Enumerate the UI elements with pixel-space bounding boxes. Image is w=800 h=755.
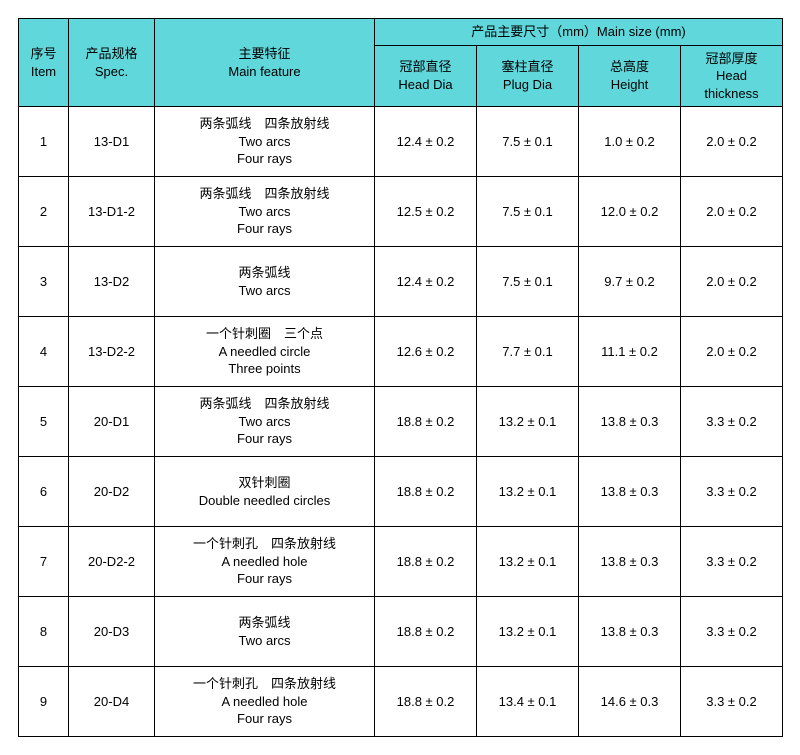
table-row: 820-D3两条弧线 Two arcs18.8 ± 0.213.2 ± 0.11…: [19, 597, 783, 667]
cell-item: 8: [19, 597, 69, 667]
cell-height: 13.8 ± 0.3: [579, 527, 681, 597]
cell-plug-dia: 7.5 ± 0.1: [477, 177, 579, 247]
header-plug-dia: 塞柱直径 Plug Dia: [477, 45, 579, 107]
cell-head-dia: 12.5 ± 0.2: [375, 177, 477, 247]
header-item: 序号 Item: [19, 19, 69, 107]
cell-item: 1: [19, 107, 69, 177]
cell-spec: 20-D3: [69, 597, 155, 667]
cell-height: 13.8 ± 0.3: [579, 597, 681, 667]
cell-height: 9.7 ± 0.2: [579, 247, 681, 317]
cell-feature: 两条弧线 四条放射线 Two arcs Four rays: [155, 107, 375, 177]
cell-plug-dia: 13.2 ± 0.1: [477, 597, 579, 667]
cell-plug-dia: 7.7 ± 0.1: [477, 317, 579, 387]
spec-table: 序号 Item 产品规格 Spec. 主要特征 Main feature 产品主…: [18, 18, 783, 737]
cell-thickness: 2.0 ± 0.2: [681, 247, 783, 317]
cell-spec: 20-D1: [69, 387, 155, 457]
cell-item: 5: [19, 387, 69, 457]
table-row: 620-D2双针刺圈 Double needled circles18.8 ± …: [19, 457, 783, 527]
cell-height: 11.1 ± 0.2: [579, 317, 681, 387]
cell-item: 4: [19, 317, 69, 387]
table-row: 213-D1-2两条弧线 四条放射线 Two arcs Four rays12.…: [19, 177, 783, 247]
table-row: 413-D2-2一个针刺圈 三个点 A needled circle Three…: [19, 317, 783, 387]
cell-spec: 20-D2-2: [69, 527, 155, 597]
cell-thickness: 3.3 ± 0.2: [681, 387, 783, 457]
cell-spec: 13-D2: [69, 247, 155, 317]
cell-height: 13.8 ± 0.3: [579, 387, 681, 457]
cell-thickness: 3.3 ± 0.2: [681, 457, 783, 527]
cell-head-dia: 18.8 ± 0.2: [375, 667, 477, 737]
cell-spec: 13-D1-2: [69, 177, 155, 247]
table-row: 720-D2-2一个针刺孔 四条放射线 A needled hole Four …: [19, 527, 783, 597]
header-thickness: 冠部厚度 Head thickness: [681, 45, 783, 107]
cell-item: 7: [19, 527, 69, 597]
cell-spec: 13-D2-2: [69, 317, 155, 387]
cell-head-dia: 18.8 ± 0.2: [375, 387, 477, 457]
cell-thickness: 3.3 ± 0.2: [681, 527, 783, 597]
cell-head-dia: 12.4 ± 0.2: [375, 247, 477, 317]
cell-plug-dia: 13.2 ± 0.1: [477, 527, 579, 597]
cell-feature: 一个针刺孔 四条放射线 A needled hole Four rays: [155, 667, 375, 737]
cell-feature: 一个针刺孔 四条放射线 A needled hole Four rays: [155, 527, 375, 597]
cell-head-dia: 18.8 ± 0.2: [375, 457, 477, 527]
cell-feature: 两条弧线 四条放射线 Two arcs Four rays: [155, 387, 375, 457]
table-row: 113-D1两条弧线 四条放射线 Two arcs Four rays12.4 …: [19, 107, 783, 177]
cell-height: 14.6 ± 0.3: [579, 667, 681, 737]
cell-height: 12.0 ± 0.2: [579, 177, 681, 247]
cell-item: 6: [19, 457, 69, 527]
cell-height: 13.8 ± 0.3: [579, 457, 681, 527]
cell-head-dia: 12.6 ± 0.2: [375, 317, 477, 387]
cell-height: 1.0 ± 0.2: [579, 107, 681, 177]
table-row: 920-D4一个针刺孔 四条放射线 A needled hole Four ra…: [19, 667, 783, 737]
header-feature: 主要特征 Main feature: [155, 19, 375, 107]
cell-spec: 20-D2: [69, 457, 155, 527]
cell-thickness: 2.0 ± 0.2: [681, 317, 783, 387]
table-body: 113-D1两条弧线 四条放射线 Two arcs Four rays12.4 …: [19, 107, 783, 737]
cell-item: 2: [19, 177, 69, 247]
cell-head-dia: 18.8 ± 0.2: [375, 597, 477, 667]
table-row: 313-D2两条弧线 Two arcs12.4 ± 0.27.5 ± 0.19.…: [19, 247, 783, 317]
cell-item: 9: [19, 667, 69, 737]
cell-spec: 13-D1: [69, 107, 155, 177]
cell-spec: 20-D4: [69, 667, 155, 737]
header-spec: 产品规格 Spec.: [69, 19, 155, 107]
cell-item: 3: [19, 247, 69, 317]
header-head-dia: 冠部直径 Head Dia: [375, 45, 477, 107]
cell-thickness: 3.3 ± 0.2: [681, 667, 783, 737]
header-main-size: 产品主要尺寸（mm）Main size (mm): [375, 19, 783, 46]
cell-feature: 两条弧线 四条放射线 Two arcs Four rays: [155, 177, 375, 247]
cell-feature: 两条弧线 Two arcs: [155, 597, 375, 667]
cell-feature: 两条弧线 Two arcs: [155, 247, 375, 317]
cell-plug-dia: 7.5 ± 0.1: [477, 247, 579, 317]
cell-feature: 双针刺圈 Double needled circles: [155, 457, 375, 527]
cell-plug-dia: 13.2 ± 0.1: [477, 387, 579, 457]
cell-thickness: 2.0 ± 0.2: [681, 107, 783, 177]
header-height: 总高度 Height: [579, 45, 681, 107]
cell-head-dia: 18.8 ± 0.2: [375, 527, 477, 597]
table-row: 520-D1两条弧线 四条放射线 Two arcs Four rays18.8 …: [19, 387, 783, 457]
cell-feature: 一个针刺圈 三个点 A needled circle Three points: [155, 317, 375, 387]
table-header: 序号 Item 产品规格 Spec. 主要特征 Main feature 产品主…: [19, 19, 783, 107]
cell-plug-dia: 13.4 ± 0.1: [477, 667, 579, 737]
cell-thickness: 2.0 ± 0.2: [681, 177, 783, 247]
cell-plug-dia: 13.2 ± 0.1: [477, 457, 579, 527]
cell-plug-dia: 7.5 ± 0.1: [477, 107, 579, 177]
cell-thickness: 3.3 ± 0.2: [681, 597, 783, 667]
cell-head-dia: 12.4 ± 0.2: [375, 107, 477, 177]
